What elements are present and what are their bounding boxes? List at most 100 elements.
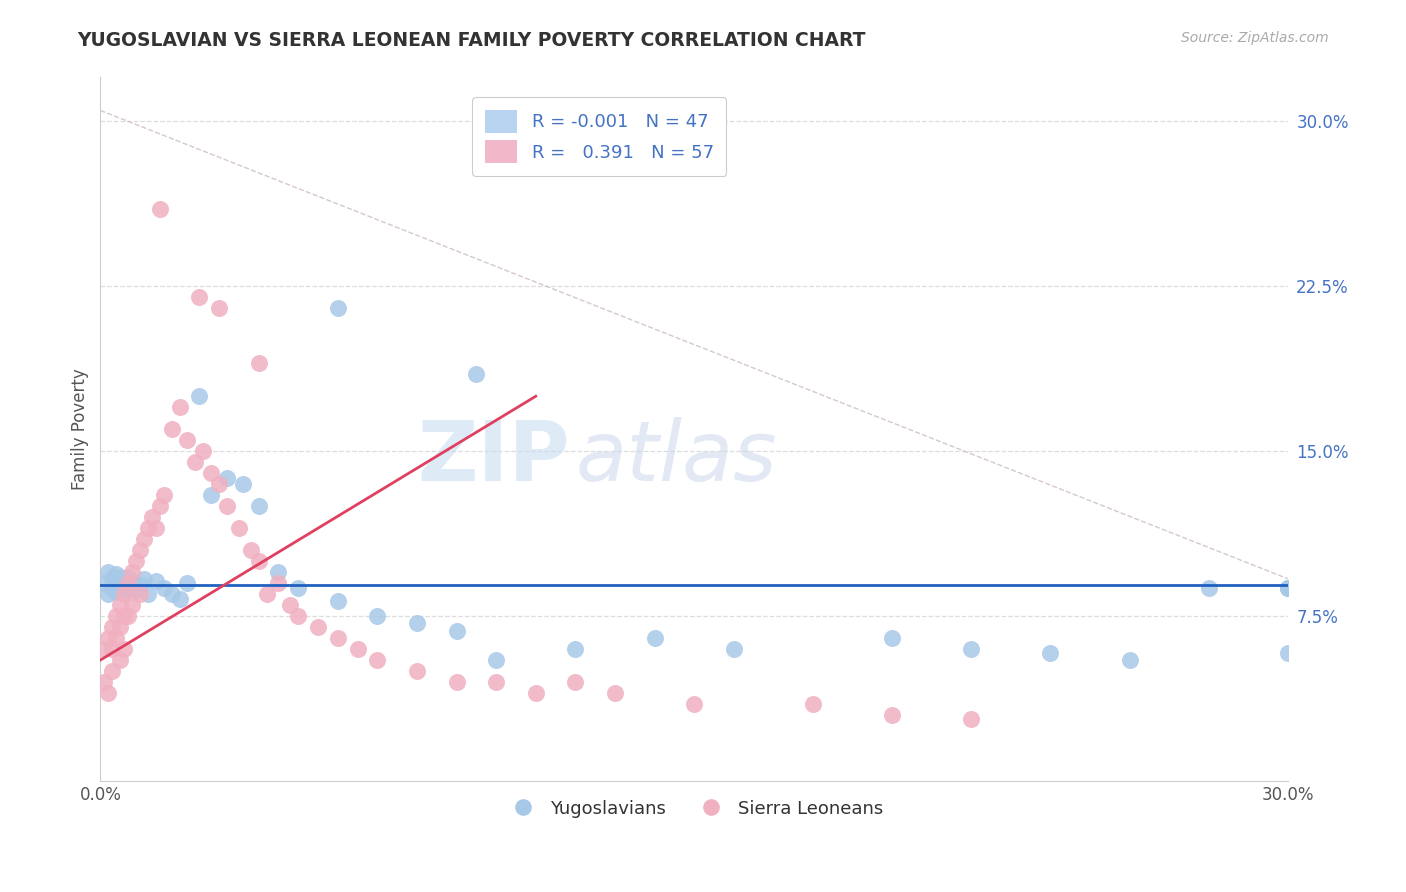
Point bbox=[247, 554, 270, 568]
Point bbox=[287, 609, 309, 624]
Point bbox=[117, 576, 139, 591]
Text: YUGOSLAVIAN VS SIERRA LEONEAN FAMILY POVERTY CORRELATION CHART: YUGOSLAVIAN VS SIERRA LEONEAN FAMILY POV… bbox=[77, 31, 866, 50]
Point bbox=[117, 609, 139, 624]
Point bbox=[683, 697, 706, 711]
Point bbox=[1277, 581, 1299, 595]
Point bbox=[129, 587, 152, 601]
Point bbox=[215, 499, 238, 513]
Point bbox=[169, 591, 191, 606]
Point bbox=[228, 521, 250, 535]
Point bbox=[247, 499, 270, 513]
Point bbox=[97, 587, 120, 601]
Point bbox=[136, 521, 159, 535]
Point bbox=[93, 576, 115, 591]
Point bbox=[1277, 581, 1299, 595]
Point bbox=[105, 567, 128, 582]
Point bbox=[1198, 581, 1220, 595]
Point bbox=[215, 470, 238, 484]
Point bbox=[200, 466, 222, 480]
Point bbox=[880, 708, 903, 723]
Point bbox=[132, 572, 155, 586]
Point bbox=[564, 675, 586, 690]
Point bbox=[485, 675, 508, 690]
Point bbox=[108, 578, 131, 592]
Point bbox=[101, 664, 124, 678]
Point bbox=[307, 620, 329, 634]
Point bbox=[326, 301, 349, 316]
Point bbox=[129, 578, 152, 592]
Point bbox=[366, 609, 388, 624]
Point bbox=[149, 499, 172, 513]
Point bbox=[145, 521, 167, 535]
Point bbox=[176, 576, 198, 591]
Point bbox=[112, 609, 135, 624]
Point bbox=[446, 675, 468, 690]
Point bbox=[141, 510, 163, 524]
Point bbox=[723, 642, 745, 657]
Point bbox=[366, 653, 388, 667]
Point bbox=[125, 582, 148, 597]
Point bbox=[112, 582, 135, 597]
Point bbox=[287, 581, 309, 595]
Point bbox=[112, 642, 135, 657]
Point bbox=[1277, 581, 1299, 595]
Point bbox=[117, 581, 139, 595]
Point bbox=[105, 609, 128, 624]
Point bbox=[101, 620, 124, 634]
Point bbox=[108, 598, 131, 612]
Point bbox=[93, 642, 115, 657]
Point bbox=[267, 565, 290, 579]
Point bbox=[101, 642, 124, 657]
Point bbox=[184, 455, 207, 469]
Point bbox=[97, 686, 120, 700]
Point bbox=[960, 713, 983, 727]
Point bbox=[193, 444, 215, 458]
Point bbox=[1118, 653, 1140, 667]
Y-axis label: Family Poverty: Family Poverty bbox=[72, 368, 89, 490]
Point bbox=[485, 653, 508, 667]
Point bbox=[121, 576, 143, 591]
Point bbox=[801, 697, 824, 711]
Point bbox=[152, 581, 174, 595]
Point bbox=[208, 301, 231, 316]
Point bbox=[136, 587, 159, 601]
Text: ZIP: ZIP bbox=[418, 417, 569, 498]
Point bbox=[603, 686, 626, 700]
Point bbox=[121, 598, 143, 612]
Point bbox=[208, 477, 231, 491]
Point bbox=[1039, 647, 1062, 661]
Point bbox=[644, 631, 666, 645]
Point bbox=[129, 543, 152, 558]
Point bbox=[160, 587, 183, 601]
Point bbox=[188, 389, 211, 403]
Point bbox=[326, 631, 349, 645]
Point bbox=[239, 543, 262, 558]
Point bbox=[160, 422, 183, 436]
Point bbox=[247, 356, 270, 370]
Point bbox=[145, 574, 167, 588]
Point bbox=[465, 368, 488, 382]
Point bbox=[132, 532, 155, 546]
Point bbox=[232, 477, 254, 491]
Legend: Yugoslavians, Sierra Leoneans: Yugoslavians, Sierra Leoneans bbox=[498, 792, 890, 825]
Point bbox=[97, 565, 120, 579]
Point bbox=[149, 202, 172, 217]
Point bbox=[117, 569, 139, 583]
Point bbox=[169, 401, 191, 415]
Point bbox=[101, 581, 124, 595]
Point bbox=[125, 554, 148, 568]
Point bbox=[93, 675, 115, 690]
Point bbox=[256, 587, 278, 601]
Point bbox=[97, 631, 120, 645]
Point bbox=[152, 488, 174, 502]
Point bbox=[112, 587, 135, 601]
Point bbox=[200, 488, 222, 502]
Point bbox=[280, 598, 302, 612]
Point bbox=[108, 569, 131, 583]
Point bbox=[880, 631, 903, 645]
Point bbox=[446, 624, 468, 639]
Point bbox=[188, 290, 211, 304]
Point bbox=[960, 642, 983, 657]
Point bbox=[406, 615, 429, 630]
Text: Source: ZipAtlas.com: Source: ZipAtlas.com bbox=[1181, 31, 1329, 45]
